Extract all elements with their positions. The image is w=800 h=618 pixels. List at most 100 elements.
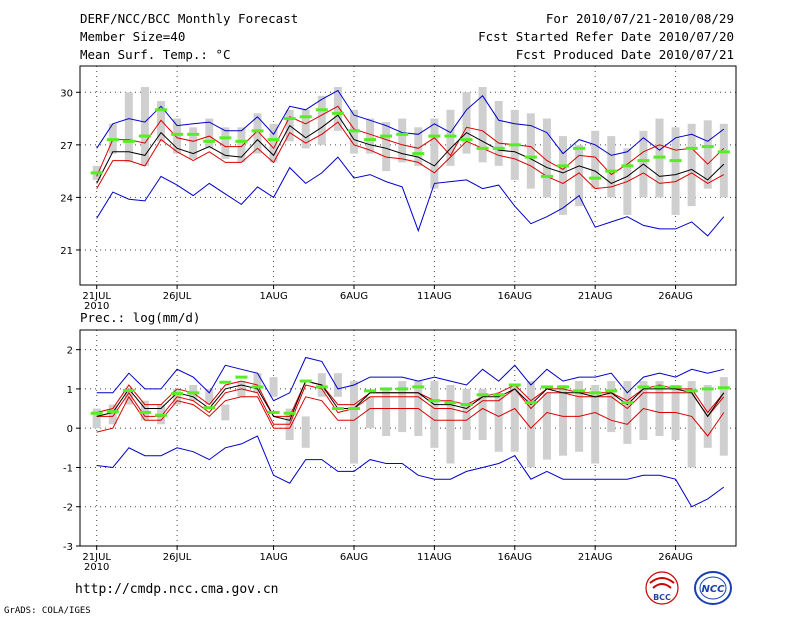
precip-box [526, 381, 535, 468]
temp-green-mark [637, 159, 650, 163]
precip-line-p10 [96, 395, 725, 437]
temp-xtick-label: 16AUG [497, 291, 532, 302]
precip-green-mark [122, 388, 135, 392]
temp-green-mark [90, 171, 103, 175]
temp-green-mark [589, 176, 602, 180]
temp-green-mark [669, 159, 682, 163]
temp-green-mark [122, 139, 135, 143]
precip-green-mark [621, 401, 634, 405]
temp-green-mark [701, 145, 714, 149]
temp-box [575, 144, 584, 207]
temp-green-mark [106, 138, 119, 142]
precip-box [655, 381, 664, 437]
precip-green-mark [90, 411, 103, 415]
ncc-logo-text: NCC [701, 584, 725, 595]
ncc-logo: NCC [694, 571, 732, 605]
bcc-logo: BCC [645, 571, 679, 605]
temp-box [671, 127, 680, 215]
temp-green-mark [171, 132, 184, 136]
temp-box [301, 109, 310, 149]
precip-green-mark [106, 410, 119, 414]
precip-box [92, 408, 101, 429]
temp-green-mark [235, 139, 248, 143]
temp-green-mark [138, 134, 151, 138]
temp-green-mark [605, 169, 618, 173]
temp-green-mark [219, 136, 232, 140]
temp-green-mark [621, 164, 634, 168]
temp-xtick-label: 11AUG [417, 291, 452, 302]
precip-box [382, 388, 391, 437]
temp-box [366, 118, 375, 154]
temp-box [333, 87, 342, 131]
precip-ytick-label: 1 [67, 385, 73, 396]
precip-green-mark [187, 391, 200, 395]
precip-line-p25 [96, 384, 725, 425]
temp-line-p25 [96, 121, 725, 190]
precip-green-mark [508, 383, 521, 387]
temp-box [478, 87, 487, 163]
temp-green-mark [717, 150, 730, 154]
temp-box [462, 92, 471, 154]
precip-green-mark [524, 401, 537, 405]
precip-green-mark [701, 387, 714, 391]
precip-box [398, 381, 407, 433]
precip-green-mark [364, 389, 377, 393]
temp-frame [79, 65, 737, 286]
temp-box [703, 120, 712, 189]
precip-ytick-label: 0 [67, 424, 73, 435]
temp-box [253, 113, 262, 154]
precip-xtick-label: 11AUG [417, 552, 452, 563]
temp-green-mark [492, 146, 505, 150]
temp-green-mark [251, 129, 264, 133]
precip-box [478, 388, 487, 440]
temp-box [140, 87, 149, 166]
precip-green-mark [155, 413, 168, 417]
temp-xtick-label: 1AUG [259, 291, 287, 302]
precip-box [333, 373, 342, 397]
temp-box [414, 127, 423, 166]
precip-box [366, 396, 375, 429]
precip-green-mark [557, 385, 570, 389]
precip-green-mark [219, 380, 232, 384]
forecast-period: For 2010/07/21-2010/08/29 [545, 11, 734, 26]
temp-green-mark [315, 108, 328, 112]
source-url[interactable]: http://cmdp.ncc.cma.gov.cn [75, 582, 279, 597]
temp-green-mark [347, 129, 360, 133]
temp-green-mark [364, 138, 377, 142]
precip-xtick-label: 26JUL [163, 552, 192, 563]
temp-green-mark [540, 174, 553, 178]
precip-green-mark [605, 389, 618, 393]
precip-green-mark [540, 385, 553, 389]
precip-box [542, 392, 551, 460]
temp-box [237, 127, 246, 163]
temp-box [591, 130, 600, 189]
precip-box [510, 384, 519, 452]
precip-green-mark [299, 379, 312, 383]
precip-xtick-label: 21JUL [82, 552, 111, 563]
precip-green-mark [428, 399, 441, 403]
precip-frame [79, 329, 737, 547]
temp-green-mark [557, 164, 570, 168]
temp-green-mark [412, 152, 425, 156]
precip-ytick-label: -1 [63, 463, 73, 474]
temp-green-mark [331, 111, 344, 115]
precip-box [430, 381, 439, 448]
precip-green-mark [492, 393, 505, 397]
temp-box [542, 118, 551, 198]
temp-box [526, 113, 535, 189]
produced-date: Fcst Produced Date 2010/07/21 [515, 47, 734, 62]
precip-green-mark [637, 385, 650, 389]
precip-green-mark [203, 406, 216, 410]
precip-box [269, 377, 278, 397]
precip-green-mark [267, 410, 280, 414]
temp-green-mark [444, 134, 457, 138]
precip-panel: -3 -2 -1 0 1 2 21JUL 26JUL 1AUG 6AUG 11AUG 16AUG 21A… [63, 329, 737, 573]
precip-xtick-label: 26AUG [658, 552, 693, 563]
precip-xtick-label: 16AUG [497, 552, 532, 563]
temp-box [157, 101, 166, 142]
precip-box [446, 384, 455, 464]
refer-date: Fcst Started Refer Date 2010/07/20 [478, 29, 734, 44]
temp-green-mark [267, 138, 280, 142]
member-size-label: Member Size=40 [80, 29, 186, 44]
